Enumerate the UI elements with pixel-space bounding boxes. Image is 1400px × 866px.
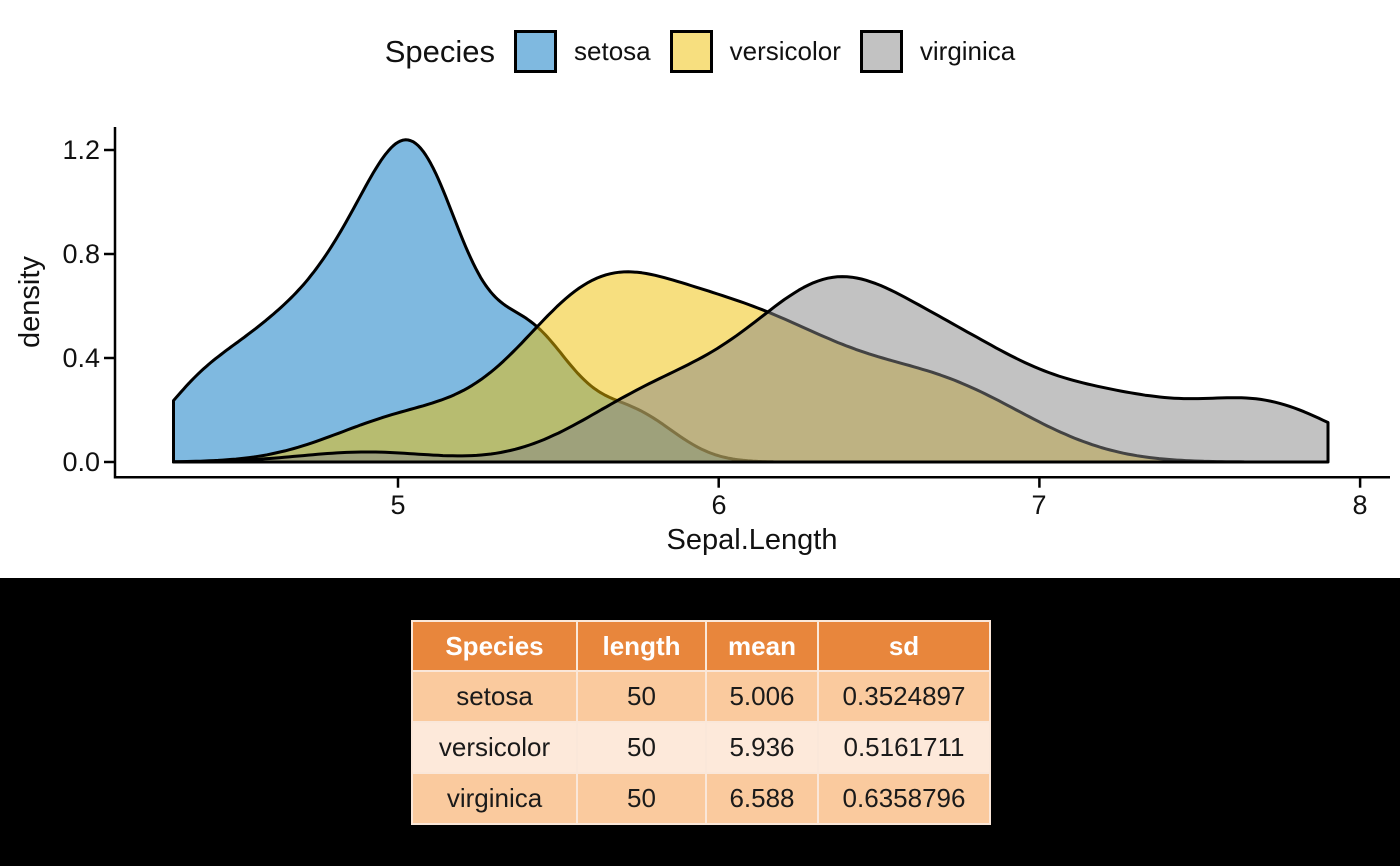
y-axis-title: density [14,256,46,348]
legend-label-virginica: virginica [919,36,1016,66]
legend-entry-setosa: setosa [514,30,651,73]
legend-title: Species [384,33,496,69]
table-cell-sd: 0.5161711 [817,721,991,774]
legend-entry-versicolor: versicolor [669,30,841,73]
legend-swatch-versicolor [669,30,713,73]
y-tick-label: 0.0 [62,447,100,477]
table-cell-mean: 5.006 [705,670,819,723]
table-cell-species: versicolor [411,721,578,774]
x-axis-title: Sepal.Length [666,524,838,556]
column-header-mean: mean [705,620,819,672]
table-cell-species: setosa [411,670,578,723]
legend-swatch-virginica [859,30,903,73]
column-header-sd: sd [817,620,991,672]
table-cell-sd: 0.6358796 [817,772,991,825]
x-tick-label: 8 [1352,490,1368,520]
y-tick-label: 0.8 [62,239,100,269]
y-tick-label: 0.4 [62,343,100,373]
plot-canvas [104,127,1390,488]
axis-lines [113,127,1390,479]
legend-swatch-setosa [514,30,558,73]
legend-entry-virginica: virginica [859,30,1016,73]
table-row: setosa 50 5.006 0.3524897 [411,670,991,723]
density-plot: Species setosa versicolor virginica 5 6 … [0,0,1400,578]
table-cell-mean: 5.936 [705,721,819,774]
table-cell-length: 50 [576,772,707,825]
table-cell-mean: 6.588 [705,772,819,825]
y-tick-label: 1.2 [62,135,100,165]
x-tick-label: 5 [390,490,406,520]
density-curve-virginica [172,275,1330,464]
table-cell-length: 50 [576,721,707,774]
legend-label-setosa: setosa [574,36,651,66]
legend-label-versicolor: versicolor [729,36,841,66]
chart-legend: Species setosa versicolor virginica [0,30,1400,73]
table-cell-species: virginica [411,772,578,825]
table-cell-sd: 0.3524897 [817,670,991,723]
table-header-row: Species length mean sd [411,620,991,672]
table-row: virginica 50 6.588 0.6358796 [411,772,991,825]
table-cell-length: 50 [576,670,707,723]
x-tick-label: 7 [1031,490,1047,520]
summary-table: Species length mean sd setosa 50 5.006 0.35… [411,620,991,825]
output-console: Species length mean sd setosa 50 5.006 0.35… [0,578,1400,866]
x-tick-label: 6 [711,490,727,520]
column-header-length: length [576,620,707,672]
column-header-species: Species [411,620,578,672]
table-row: versicolor 50 5.936 0.5161711 [411,721,991,774]
